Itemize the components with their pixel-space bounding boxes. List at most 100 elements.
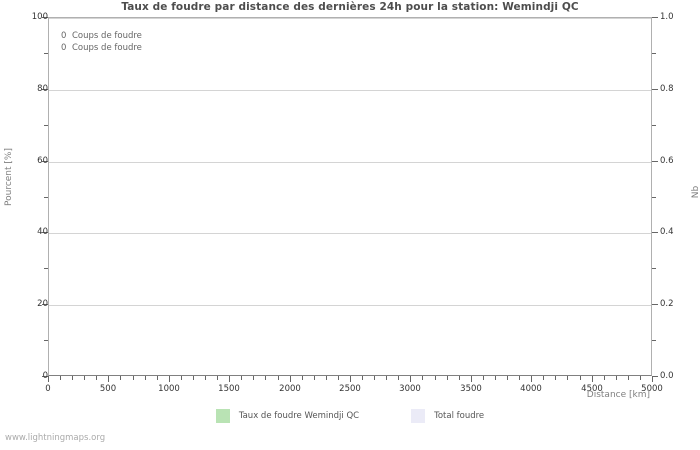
x-axis-minor-tick	[374, 376, 375, 380]
y-axis-tick-label: 40	[37, 227, 48, 237]
x-axis-minor-tick	[567, 376, 568, 380]
x-axis-minor-tick	[616, 376, 617, 380]
x-axis-tick-label: 2000	[279, 384, 301, 394]
x-axis-tick	[652, 376, 653, 382]
x-axis-minor-tick	[447, 376, 448, 380]
y2-axis-tick	[652, 161, 658, 162]
x-axis-minor-tick	[386, 376, 387, 380]
x-axis-tick	[471, 376, 472, 382]
x-axis-tick	[531, 376, 532, 382]
x-axis-minor-tick	[555, 376, 556, 380]
y2-axis-tick	[652, 17, 658, 18]
x-axis-minor-tick	[302, 376, 303, 380]
x-axis-minor-tick	[253, 376, 254, 380]
x-axis-tick-label: 3500	[460, 384, 482, 394]
legend-label: Total foudre	[434, 411, 485, 421]
y-axis-minor-tick	[44, 340, 48, 341]
x-axis-minor-tick	[435, 376, 436, 380]
x-axis-tick	[290, 376, 291, 382]
x-axis-minor-tick	[72, 376, 73, 380]
y2-axis-tick	[652, 304, 658, 305]
annotation-line: 0 Coups de foudre	[61, 30, 142, 42]
x-axis-minor-tick	[326, 376, 327, 380]
y-axis-minor-tick	[44, 125, 48, 126]
x-axis-tick	[48, 376, 49, 382]
plot-area: 0 Coups de foudre 0 Coups de foudre	[48, 17, 652, 376]
y-axis-tick-label: 0	[42, 371, 48, 381]
annotation-count: 0	[61, 43, 67, 53]
y-axis-tick-label: 100	[31, 12, 48, 22]
y2-axis-tick-label: 0.8	[660, 84, 674, 94]
x-axis: 0 500 1000 1500 2000 2500 3000 3500 4000 4500 5000	[45, 376, 663, 416]
x-axis-tick	[169, 376, 170, 382]
x-axis-minor-tick	[205, 376, 206, 380]
x-axis-tick-label: 4500	[581, 384, 603, 394]
y-axis-tick	[42, 232, 48, 233]
gridline-horizontal	[49, 162, 651, 163]
gridline-horizontal	[49, 233, 651, 234]
legend-swatch-icon	[215, 409, 230, 423]
x-axis-tick-label: 5000	[641, 384, 663, 394]
x-axis-tick	[410, 376, 411, 382]
y-axis-tick	[42, 304, 48, 305]
legend-label: Taux de foudre Wemindji QC	[238, 411, 360, 421]
y2-axis-tick-label: 0.6	[660, 156, 674, 166]
x-axis-minor-tick	[145, 376, 146, 380]
y2-axis-tick-label: 0.0	[660, 371, 674, 381]
x-axis-title: Distance [km]	[586, 390, 650, 400]
y2-axis-minor-tick	[652, 268, 656, 269]
annotation-text: Coups de foudre	[72, 43, 142, 53]
x-axis-minor-tick	[265, 376, 266, 380]
gridline-horizontal	[49, 18, 651, 19]
x-axis-minor-tick	[640, 376, 641, 380]
x-axis-minor-tick	[60, 376, 61, 380]
annotation-line: 0 Coups de foudre	[61, 42, 142, 54]
x-axis-minor-tick	[543, 376, 544, 380]
gridline-horizontal	[49, 90, 651, 91]
x-axis-minor-tick	[120, 376, 121, 380]
y-axis-tick-label: 60	[37, 156, 48, 166]
x-axis-tick-label: 4000	[520, 384, 542, 394]
y2-axis-tick	[652, 376, 658, 377]
y-axis-tick-label: 80	[37, 84, 48, 94]
y2-axis-minor-tick	[652, 340, 656, 341]
footer-watermark: www.lightningmaps.org	[5, 433, 106, 443]
x-axis-tick-label: 1500	[218, 384, 240, 394]
x-axis-minor-tick	[483, 376, 484, 380]
x-axis-minor-tick	[84, 376, 85, 380]
x-axis-tick	[229, 376, 230, 382]
x-axis-minor-tick	[217, 376, 218, 380]
legend-swatch-icon	[411, 409, 426, 423]
x-axis-minor-tick	[628, 376, 629, 380]
y2-axis-minor-tick	[652, 125, 656, 126]
x-axis-minor-tick	[580, 376, 581, 380]
y-axis-tick	[42, 376, 48, 377]
x-axis-minor-tick	[278, 376, 279, 380]
y-axis-tick	[42, 161, 48, 162]
y-axis-tick	[42, 17, 48, 18]
x-axis-tick-label: 1000	[158, 384, 180, 394]
plot-gridlines-container	[49, 18, 651, 375]
y-axis-right: Nb 0.0 0.2 0.4 0.6 0.8 1.0	[652, 0, 700, 450]
x-axis-tick	[108, 376, 109, 382]
y2-axis-tick-label: 1.0	[660, 12, 674, 22]
y-axis-minor-tick	[44, 268, 48, 269]
x-axis-minor-tick	[495, 376, 496, 380]
y2-axis-tick-label: 0.4	[660, 227, 674, 237]
y2-axis-tick	[652, 232, 658, 233]
y-axis-minor-tick	[44, 197, 48, 198]
annotation-text: Coups de foudre	[72, 31, 142, 41]
chart-title: Taux de foudre par distance des dernière…	[121, 1, 579, 13]
legend-item-taux-de-foudre[interactable]: Taux de foudre Wemindji QC	[215, 409, 360, 423]
x-axis-tick-label: 500	[99, 384, 117, 394]
y-axis-left-title: Pourcent [%]	[4, 148, 14, 206]
annotation-count: 0	[61, 31, 67, 41]
x-axis-minor-tick	[422, 376, 423, 380]
x-axis-minor-tick	[96, 376, 97, 380]
x-axis-tick-label: 2500	[339, 384, 361, 394]
legend-item-total-foudre[interactable]: Total foudre	[411, 409, 484, 423]
x-axis-minor-tick	[133, 376, 134, 380]
y-axis-minor-tick	[44, 53, 48, 54]
x-axis-minor-tick	[314, 376, 315, 380]
y-axis-tick-label: 20	[37, 299, 48, 309]
